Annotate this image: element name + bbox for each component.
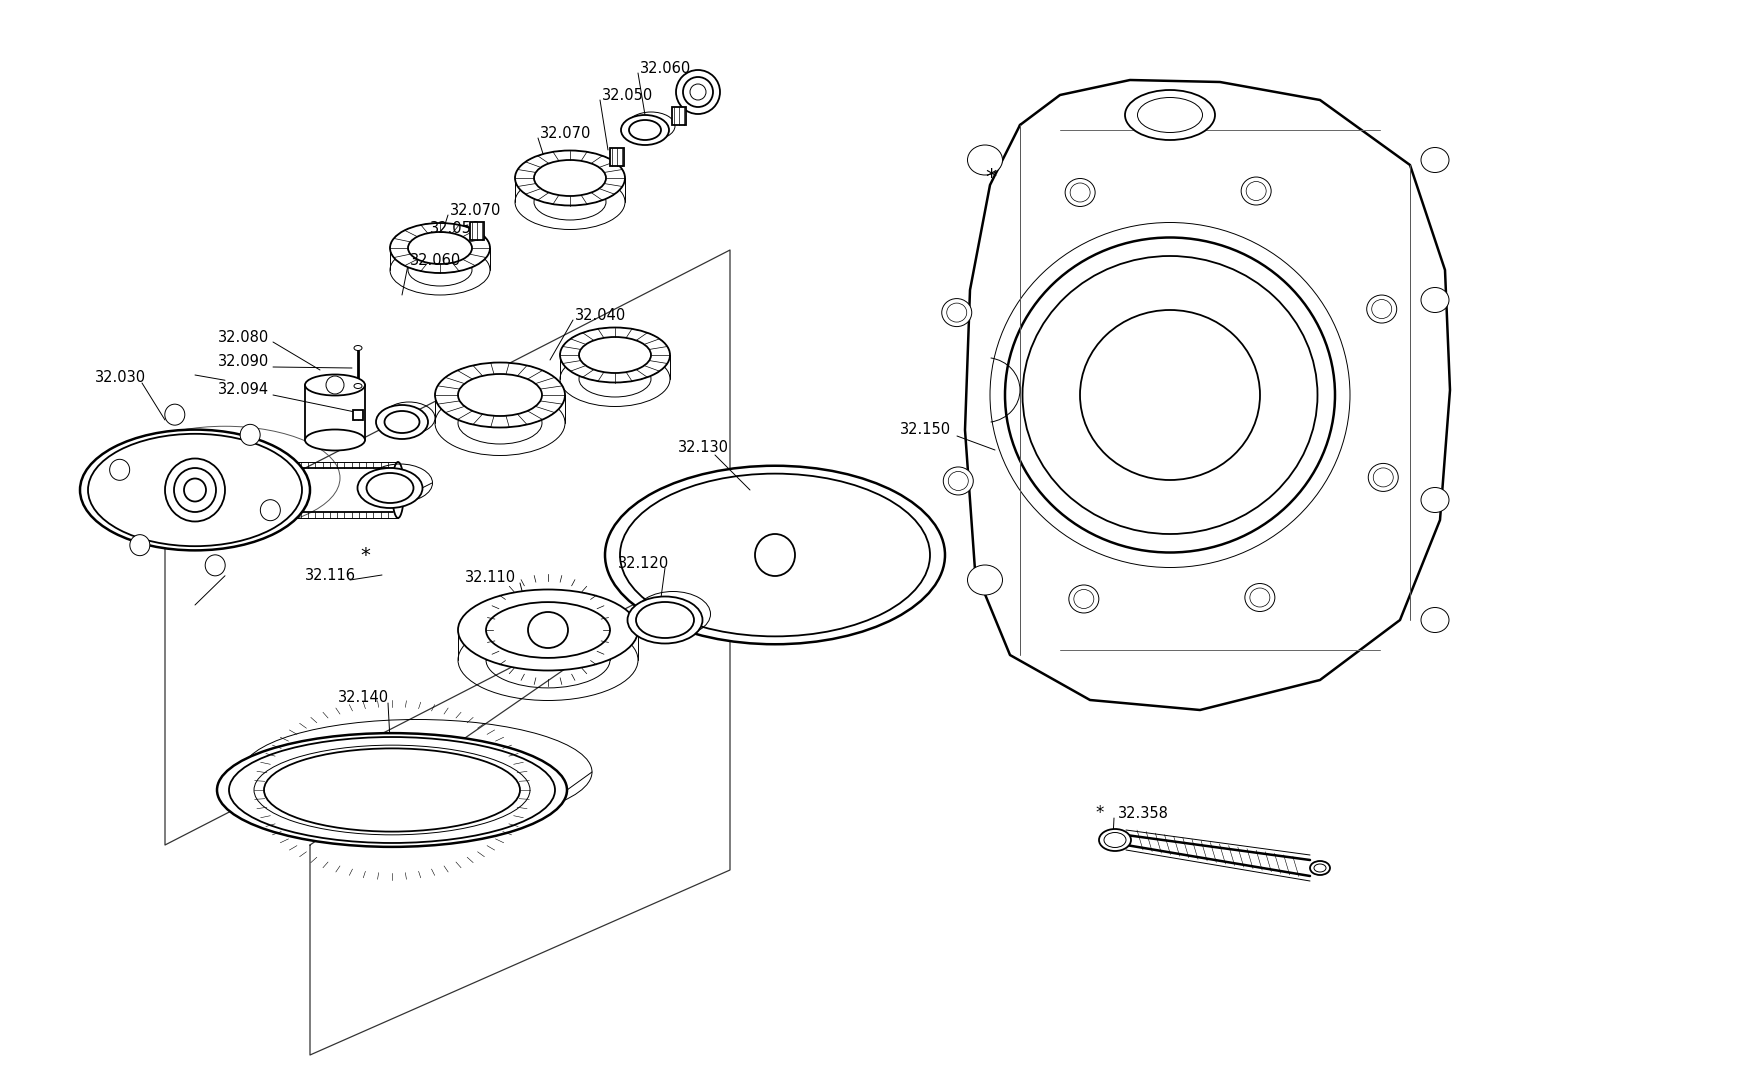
Ellipse shape — [1064, 179, 1094, 207]
Text: 32.060: 32.060 — [640, 61, 690, 76]
Ellipse shape — [628, 120, 661, 140]
Ellipse shape — [527, 612, 567, 648]
Ellipse shape — [1372, 468, 1393, 487]
Text: 32.090: 32.090 — [217, 354, 270, 369]
Text: 32.070: 32.070 — [450, 202, 501, 217]
Ellipse shape — [967, 146, 1002, 175]
Ellipse shape — [1249, 588, 1269, 607]
Text: 32.094: 32.094 — [217, 382, 270, 397]
Ellipse shape — [435, 363, 565, 428]
Ellipse shape — [457, 374, 541, 416]
Ellipse shape — [184, 478, 205, 502]
Text: 32.140: 32.140 — [337, 689, 390, 704]
Text: 32.116: 32.116 — [304, 567, 356, 582]
Ellipse shape — [946, 303, 967, 322]
Ellipse shape — [1245, 182, 1266, 200]
Ellipse shape — [110, 459, 130, 480]
Ellipse shape — [1023, 256, 1316, 534]
Ellipse shape — [967, 565, 1002, 595]
Ellipse shape — [80, 430, 310, 550]
Ellipse shape — [356, 468, 423, 508]
Ellipse shape — [1421, 148, 1449, 172]
Ellipse shape — [605, 465, 944, 644]
Bar — [470, 221, 483, 240]
Ellipse shape — [165, 459, 224, 521]
Ellipse shape — [264, 748, 520, 831]
Ellipse shape — [628, 596, 703, 643]
Text: 32.130: 32.130 — [678, 441, 729, 456]
Ellipse shape — [390, 223, 490, 273]
Ellipse shape — [1370, 300, 1391, 319]
Text: 32.050: 32.050 — [602, 88, 652, 103]
Ellipse shape — [1005, 238, 1334, 552]
Ellipse shape — [217, 733, 567, 846]
Text: 32.120: 32.120 — [617, 555, 670, 570]
Circle shape — [690, 85, 706, 100]
Ellipse shape — [1243, 583, 1275, 612]
Circle shape — [325, 376, 344, 394]
Ellipse shape — [948, 472, 967, 490]
Ellipse shape — [240, 425, 261, 445]
Ellipse shape — [205, 555, 224, 576]
Ellipse shape — [683, 77, 713, 107]
Ellipse shape — [515, 151, 624, 205]
Text: 32.040: 32.040 — [574, 307, 626, 322]
Ellipse shape — [1421, 608, 1449, 632]
Ellipse shape — [165, 404, 184, 425]
Ellipse shape — [384, 411, 419, 433]
Ellipse shape — [1421, 288, 1449, 312]
Ellipse shape — [621, 114, 668, 146]
Ellipse shape — [560, 327, 670, 382]
Text: *: * — [984, 168, 996, 188]
Ellipse shape — [941, 299, 970, 326]
Ellipse shape — [1309, 861, 1329, 875]
Ellipse shape — [636, 602, 694, 638]
Ellipse shape — [353, 383, 362, 388]
Ellipse shape — [943, 467, 972, 495]
Ellipse shape — [353, 346, 362, 351]
Ellipse shape — [130, 535, 150, 555]
Ellipse shape — [1365, 295, 1396, 323]
Text: 32.080: 32.080 — [217, 330, 270, 345]
Ellipse shape — [676, 70, 720, 114]
Ellipse shape — [376, 406, 428, 439]
Ellipse shape — [1080, 310, 1259, 480]
Ellipse shape — [174, 468, 216, 513]
Ellipse shape — [1103, 832, 1125, 847]
Ellipse shape — [261, 500, 280, 521]
Text: 32.070: 32.070 — [539, 125, 591, 140]
Text: 32.060: 32.060 — [410, 253, 461, 268]
Ellipse shape — [1367, 463, 1398, 491]
Ellipse shape — [1313, 863, 1325, 872]
Ellipse shape — [1421, 488, 1449, 513]
Text: 32.030: 32.030 — [96, 370, 146, 385]
Ellipse shape — [304, 429, 365, 450]
Ellipse shape — [457, 590, 638, 671]
Ellipse shape — [1137, 97, 1202, 133]
Ellipse shape — [391, 462, 403, 518]
Text: *: * — [360, 546, 370, 565]
Ellipse shape — [1240, 177, 1271, 205]
Bar — [353, 410, 363, 421]
Bar — [610, 148, 624, 166]
Ellipse shape — [1073, 590, 1094, 609]
Ellipse shape — [367, 473, 414, 503]
Ellipse shape — [1068, 585, 1099, 613]
Ellipse shape — [1099, 829, 1130, 851]
Bar — [671, 107, 685, 125]
Text: *: * — [1094, 804, 1103, 822]
Ellipse shape — [534, 160, 605, 196]
Text: 32.050: 32.050 — [430, 220, 482, 235]
Ellipse shape — [485, 602, 610, 658]
Ellipse shape — [89, 433, 303, 546]
Text: 32.150: 32.150 — [899, 423, 951, 438]
Text: 32.110: 32.110 — [464, 570, 516, 585]
Ellipse shape — [1069, 183, 1090, 202]
Ellipse shape — [304, 374, 365, 396]
Ellipse shape — [579, 337, 650, 373]
Ellipse shape — [230, 737, 555, 843]
Ellipse shape — [1125, 90, 1214, 140]
Text: 32.358: 32.358 — [1118, 806, 1169, 821]
Ellipse shape — [407, 232, 471, 264]
